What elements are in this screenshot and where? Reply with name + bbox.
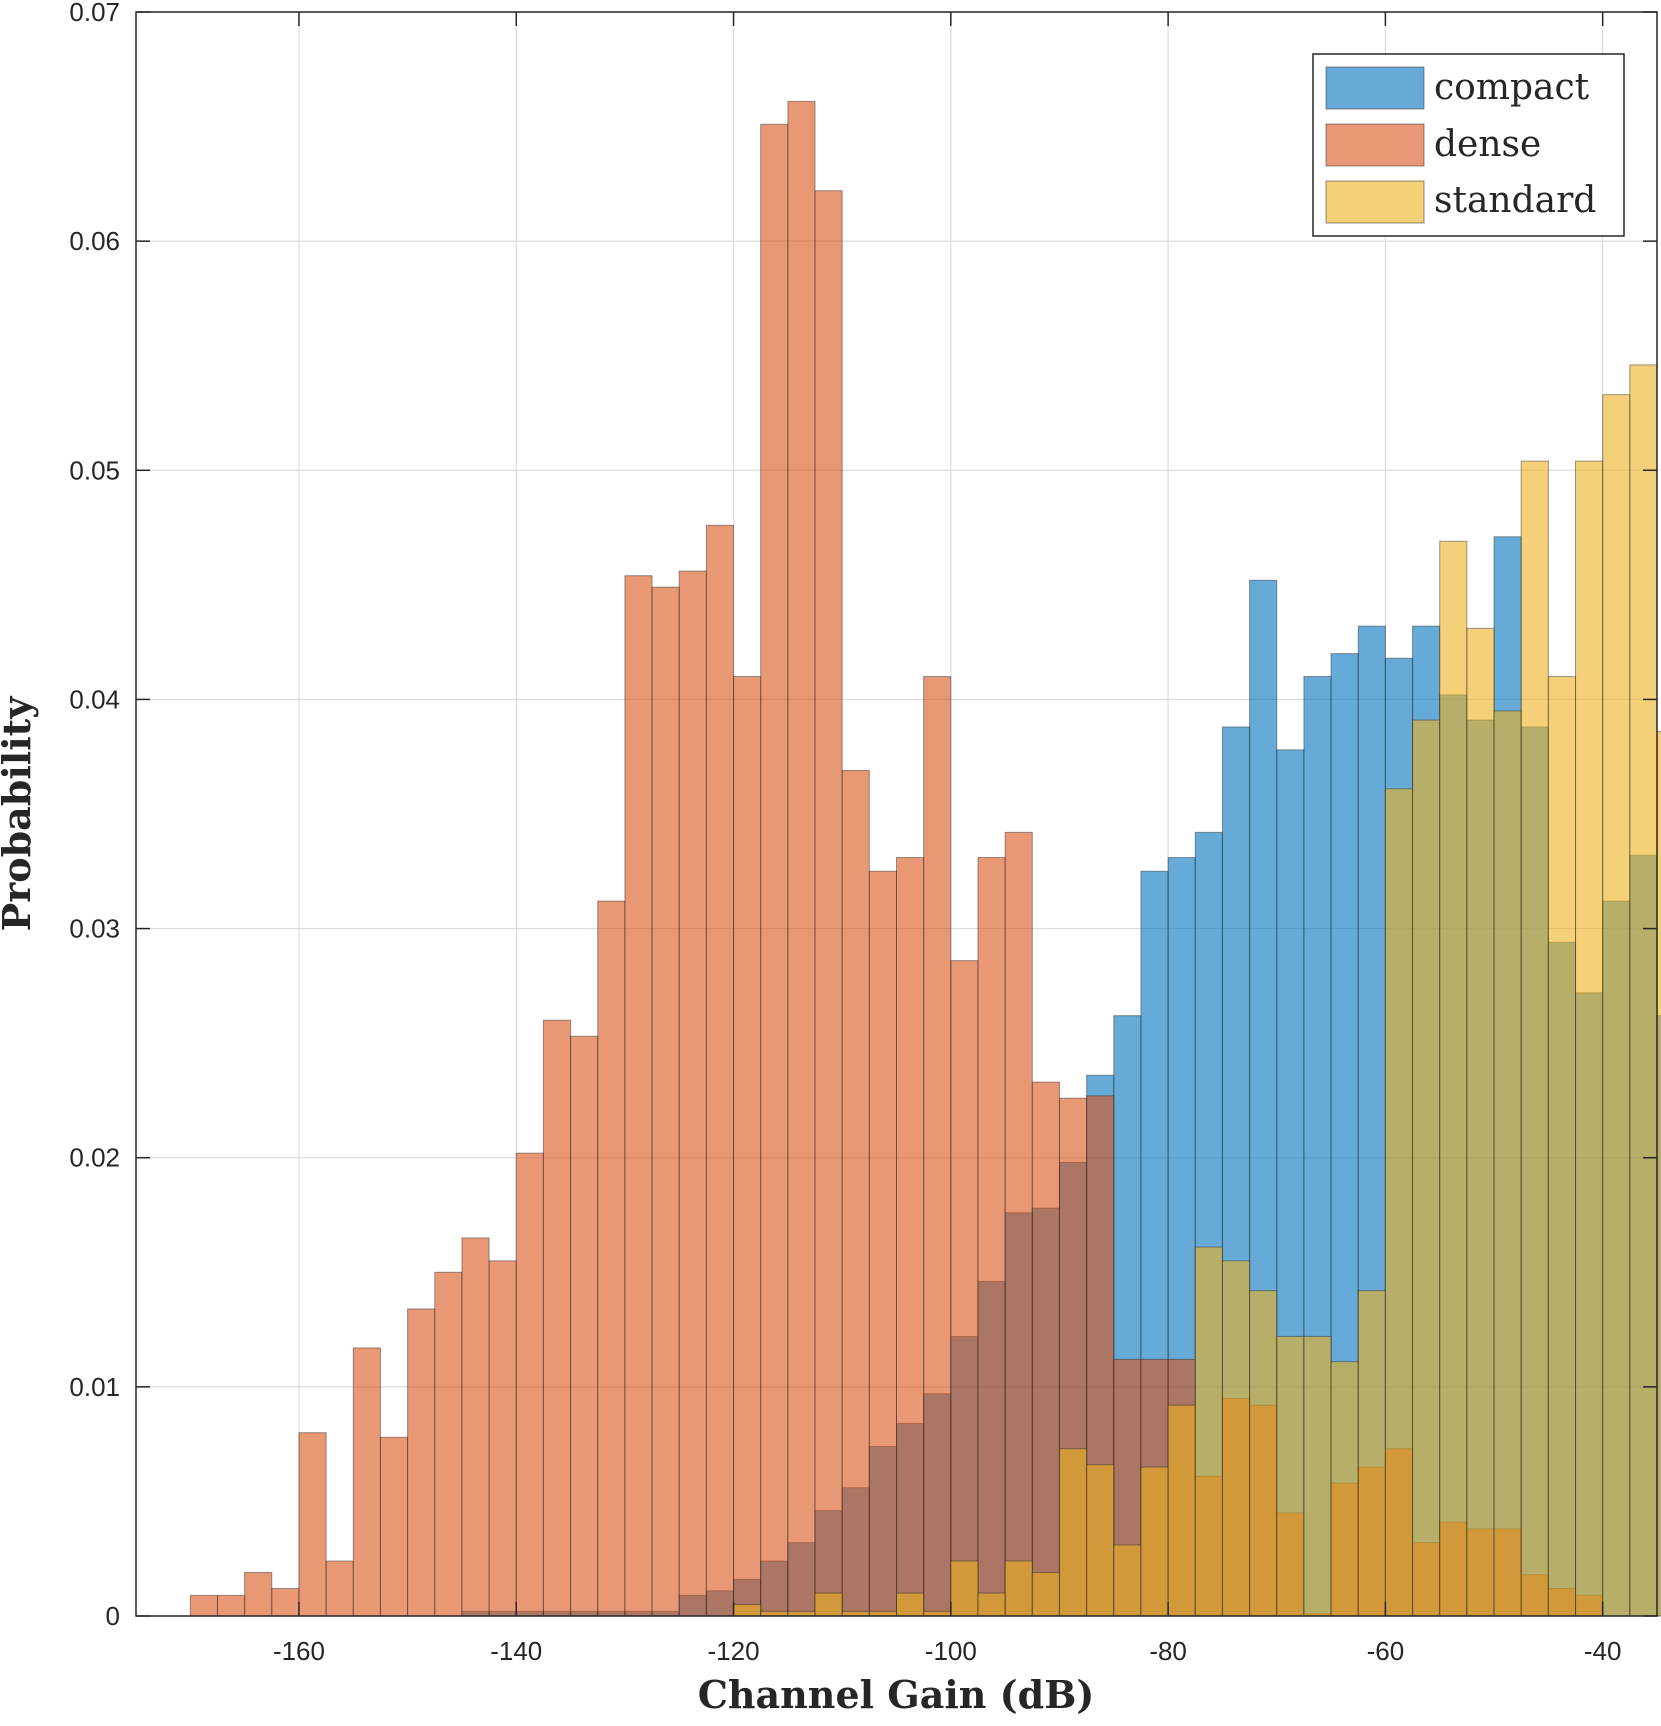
bar-standard (1140, 1466, 1169, 1617)
legend-label-standard: standard (1434, 180, 1596, 221)
x-tick-label: -120 (708, 1636, 760, 1666)
bar-standard (1031, 1571, 1060, 1617)
bar-dense (244, 1571, 273, 1617)
x-tick-label: -140 (490, 1636, 542, 1666)
bar-dense (407, 1308, 436, 1617)
bar-standard (1004, 1560, 1033, 1617)
y-tick-label: 0.06 (69, 226, 120, 256)
bar-standard (1493, 710, 1522, 1617)
bar-dense (1031, 1081, 1060, 1617)
bar-dense (868, 870, 898, 1617)
bar-dense (434, 1271, 463, 1617)
y-tick-label: 0.03 (69, 914, 120, 944)
bar-dense (352, 1347, 381, 1617)
bar-standard (1466, 627, 1495, 1617)
bar-dense (542, 1019, 572, 1617)
bar-dense (950, 960, 979, 1617)
bar-standard (1602, 394, 1631, 1617)
legend: compact dense standard (1312, 53, 1625, 237)
legend-swatch-compact (1325, 66, 1425, 110)
bar-dense (733, 676, 762, 1617)
bar-standard (1086, 1464, 1115, 1617)
legend-label-dense: dense (1434, 124, 1541, 165)
bar-dense (760, 123, 789, 1617)
bar-standard (1547, 676, 1577, 1617)
bar-dense (624, 575, 653, 1617)
bar-standard (1167, 1404, 1196, 1617)
x-tick-labels: -160 -140 -120 -100 -80 -60 -40 (273, 1636, 1622, 1666)
bar-standard (1276, 1335, 1305, 1617)
bar-dense (814, 190, 843, 1617)
bar-standard (1194, 1246, 1223, 1617)
bar-standard (1221, 1260, 1251, 1617)
bar-dense (923, 676, 952, 1617)
bar-standard (1113, 1544, 1142, 1617)
bar-standard (1412, 719, 1441, 1617)
bar-dense (216, 1594, 246, 1617)
bar-dense (787, 100, 816, 1617)
bar-dense (271, 1588, 300, 1617)
bar-standard (1058, 1448, 1088, 1617)
y-tick-label: 0 (106, 1601, 120, 1631)
bar-dense (896, 857, 925, 1617)
y-tick-label: 0.05 (69, 455, 120, 485)
bar-dense (678, 570, 707, 1617)
bar-standard (1384, 788, 1414, 1617)
bar-dense (298, 1432, 327, 1617)
bar-dense (1004, 831, 1033, 1617)
bar-dense (488, 1260, 517, 1617)
y-tick-label: 0.07 (69, 0, 120, 27)
bar-dense (597, 900, 626, 1617)
bar-standard (814, 1592, 843, 1617)
bar-dense (651, 586, 680, 1617)
axis-ticks (136, 11, 1657, 1617)
bar-dense (325, 1560, 354, 1617)
y-tick-label: 0.02 (69, 1143, 120, 1173)
y-tick-label: 0.01 (69, 1372, 120, 1402)
bar-dense (379, 1436, 409, 1617)
y-tick-labels: 0 0.01 0.02 0.03 0.04 0.05 0.06 0.07 (69, 0, 120, 1631)
x-tick-label: -60 (1367, 1636, 1405, 1666)
series-standard (733, 364, 1661, 1617)
bar-standard (1357, 1290, 1386, 1617)
x-tick-label: -160 (273, 1636, 325, 1666)
y-axis-title: Probability (0, 696, 39, 932)
bar-standard (1439, 540, 1468, 1617)
bar-standard (950, 1560, 979, 1617)
x-tick-label: -80 (1149, 1636, 1187, 1666)
bar-standard (1330, 1361, 1359, 1617)
legend-swatch-dense (1325, 123, 1425, 167)
bar-standard (977, 1592, 1006, 1617)
bar-standard (1520, 460, 1549, 1617)
bar-dense (189, 1594, 218, 1617)
bar-dense (977, 857, 1006, 1617)
bar-standard (1249, 1290, 1278, 1617)
bar-standard (733, 1604, 762, 1617)
bar-standard (1303, 1335, 1332, 1617)
x-axis-title: Channel Gain (dB) (698, 1672, 1095, 1717)
y-tick-label: 0.04 (69, 684, 120, 714)
legend-label-compact: compact (1434, 67, 1590, 108)
bar-dense (841, 769, 870, 1617)
x-tick-label: -100 (925, 1636, 977, 1666)
legend-swatch-standard (1325, 180, 1425, 224)
bar-standard (896, 1592, 925, 1617)
bar-dense (705, 524, 735, 1617)
plot-box (135, 11, 1658, 1617)
bar-dense (461, 1237, 490, 1617)
bar-dense (515, 1152, 544, 1617)
bar-dense (570, 1035, 599, 1617)
bar-standard (1575, 460, 1604, 1617)
x-tick-label: -40 (1584, 1636, 1622, 1666)
bar-standard (1629, 364, 1658, 1617)
histogram-bars (189, 100, 1661, 1617)
